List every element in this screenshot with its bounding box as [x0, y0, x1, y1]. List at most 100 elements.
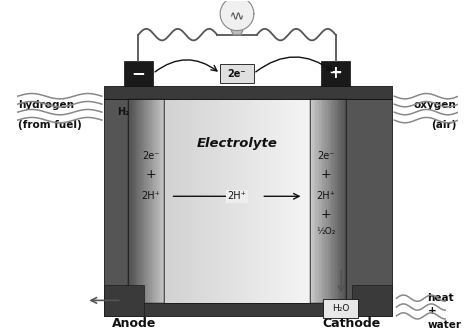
Bar	[159, 99, 161, 303]
Text: +: +	[146, 168, 156, 181]
Bar	[352, 285, 392, 316]
Bar	[208, 99, 213, 303]
Bar	[183, 99, 189, 303]
Bar	[162, 99, 164, 303]
Bar	[145, 99, 146, 303]
Bar	[227, 99, 233, 303]
Text: ½O₂: ½O₂	[316, 227, 335, 236]
Bar	[276, 99, 281, 303]
Bar	[152, 99, 154, 303]
Bar	[146, 99, 148, 303]
FancyBboxPatch shape	[219, 64, 255, 83]
Bar	[286, 99, 291, 303]
Bar	[271, 99, 276, 303]
Polygon shape	[220, 0, 254, 30]
Bar	[338, 99, 341, 303]
Text: +: +	[320, 168, 331, 181]
Bar	[314, 99, 316, 303]
Bar	[179, 99, 184, 303]
Bar	[324, 99, 327, 303]
Bar	[281, 99, 286, 303]
Bar	[222, 99, 228, 303]
Bar	[335, 99, 337, 303]
Bar	[128, 99, 131, 303]
Bar	[247, 99, 252, 303]
Bar	[213, 99, 218, 303]
Text: +: +	[328, 64, 343, 82]
Text: −: −	[131, 64, 146, 82]
Bar	[104, 99, 128, 303]
Bar	[139, 99, 141, 303]
Bar	[155, 99, 157, 303]
Bar	[266, 99, 272, 303]
Bar	[342, 99, 344, 303]
Text: Electrolyte: Electrolyte	[197, 137, 277, 150]
Bar	[310, 99, 346, 303]
Bar	[134, 99, 136, 303]
Bar	[169, 99, 174, 303]
Bar	[136, 99, 138, 303]
Bar	[104, 303, 392, 316]
Bar	[104, 99, 128, 303]
Text: +: +	[320, 207, 331, 220]
Bar	[150, 99, 152, 303]
Polygon shape	[231, 30, 243, 35]
Bar	[305, 99, 310, 303]
Text: +: +	[428, 307, 436, 317]
Bar	[331, 99, 334, 303]
Bar	[137, 99, 139, 303]
Bar	[218, 99, 223, 303]
Text: heat: heat	[428, 293, 454, 303]
Bar	[198, 99, 203, 303]
Bar	[141, 99, 143, 303]
Bar	[124, 61, 153, 85]
Bar	[173, 99, 179, 303]
Bar	[256, 99, 262, 303]
Bar	[104, 85, 392, 99]
Text: 2H⁺: 2H⁺	[228, 191, 246, 201]
Bar	[321, 61, 350, 85]
Bar	[310, 99, 312, 303]
Bar	[157, 99, 159, 303]
Bar	[261, 99, 267, 303]
Bar	[128, 99, 164, 303]
Text: Cathode: Cathode	[322, 317, 380, 330]
Bar	[301, 99, 306, 303]
Text: oxygen: oxygen	[413, 100, 456, 111]
Text: Anode: Anode	[112, 317, 156, 330]
Bar	[104, 85, 392, 99]
Bar	[333, 99, 335, 303]
Text: (air): (air)	[431, 120, 456, 130]
Text: H₂O: H₂O	[332, 304, 349, 313]
Bar	[164, 99, 310, 303]
Bar	[328, 99, 330, 303]
Text: 2e⁻: 2e⁻	[228, 69, 246, 79]
Text: 2e⁻: 2e⁻	[317, 151, 334, 161]
Bar	[164, 99, 169, 303]
Bar	[291, 99, 296, 303]
Bar	[252, 99, 257, 303]
Bar	[321, 99, 323, 303]
Bar	[340, 99, 342, 303]
Bar	[346, 99, 392, 303]
Bar	[104, 285, 144, 316]
Bar	[326, 99, 328, 303]
Text: 2H⁺: 2H⁺	[316, 191, 335, 201]
Text: hydrogen: hydrogen	[18, 100, 74, 111]
Bar	[237, 99, 242, 303]
Bar	[203, 99, 208, 303]
Bar	[315, 99, 318, 303]
Bar	[143, 99, 145, 303]
Bar	[132, 99, 134, 303]
Text: 2H⁺: 2H⁺	[141, 191, 160, 201]
Bar	[322, 99, 325, 303]
FancyBboxPatch shape	[323, 299, 358, 318]
Bar	[130, 99, 132, 303]
Text: water: water	[428, 320, 462, 330]
Text: (from fuel): (from fuel)	[18, 120, 82, 130]
Bar	[319, 99, 321, 303]
Text: 2e⁻: 2e⁻	[142, 151, 159, 161]
Bar	[148, 99, 150, 303]
Bar	[242, 99, 247, 303]
Bar	[193, 99, 199, 303]
